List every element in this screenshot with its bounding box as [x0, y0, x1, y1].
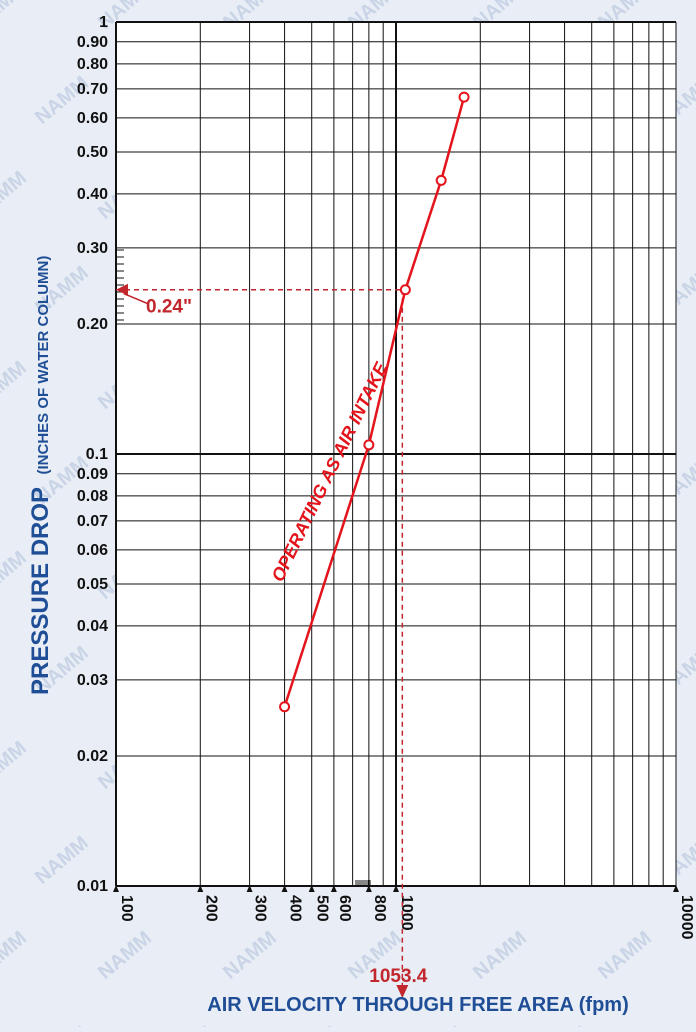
y-tick-label: 0.03: [77, 672, 108, 689]
x-tick-label: 300: [252, 895, 269, 922]
y-tick-label: 0.06: [77, 542, 108, 559]
x-axis-label: AIR VELOCITY THROUGH FREE AREA (fpm): [207, 994, 628, 1016]
y-reference-value: 0.24": [146, 297, 192, 318]
x-tick-marker: [246, 885, 253, 892]
y-tick-label: 0.07: [77, 513, 108, 530]
y-axis-label: PRESSURE DROP (INCHES OF WATER COLUMN): [27, 256, 54, 695]
y-tick-label: 0.01: [77, 878, 108, 895]
x-tick-marker: [281, 885, 288, 892]
y-axis-label-main: PRESSURE DROP: [27, 487, 54, 695]
x-tick-marker: [197, 885, 204, 892]
x-tick-marker: [393, 885, 399, 892]
y-axis-label-sub: (INCHES OF WATER COLUMN): [35, 256, 52, 475]
x-tick-marker: [113, 885, 119, 892]
x-tick-marker: [308, 885, 315, 892]
y-tick-label: 0.90: [77, 34, 108, 51]
y-tick-label: 0.20: [77, 316, 108, 333]
x-tick-label: 800: [371, 895, 388, 922]
y-reference-arrow: [116, 283, 128, 296]
series-point: [363, 439, 375, 451]
y-tick-label: 1: [99, 14, 108, 31]
y-tick-label: 0.70: [77, 81, 108, 98]
grid-layer: [115, 21, 677, 887]
x-tick-marker: [330, 885, 337, 892]
label-layer: PRESSURE DROP (INCHES OF WATER COLUMN) A…: [27, 256, 629, 1016]
series-point: [279, 701, 291, 713]
y-tick-label: 0.40: [77, 186, 108, 203]
x-tick-label: 100: [118, 895, 135, 922]
x-tick-label: 400: [287, 895, 304, 922]
series-point: [399, 284, 411, 296]
series-point: [435, 174, 447, 186]
y-reference-leader: [123, 293, 149, 305]
x-tick-label: 600: [336, 895, 353, 922]
x-tick-label: 1000: [398, 895, 415, 931]
y-tick-label: 0.02: [77, 748, 108, 765]
x-tick-label: 200: [202, 895, 219, 922]
x-reference-value: 1053.4: [369, 966, 428, 987]
y-tick-label: 0.60: [77, 110, 108, 127]
y-tick-label: 0.09: [77, 466, 108, 483]
y-tick-label: 0.50: [77, 144, 108, 161]
x-tick-label: 500: [314, 895, 331, 922]
y-tick-label: 0.1: [86, 446, 108, 463]
x-tick-marker: [673, 885, 679, 892]
x-tick-marker: [365, 885, 372, 892]
series-point: [458, 91, 470, 103]
y-tick-label: 0.08: [77, 488, 108, 505]
y-tick-label: 0.04: [77, 618, 108, 635]
tick-layer: 1 0.90 0.80 0.70 0.60 0.50 0.40 0.30 0.20 0.1 0.09…: [77, 14, 695, 940]
x-tick-label: 10000: [678, 895, 695, 940]
y-tick-label: 0.30: [77, 240, 108, 257]
y-tick-label: 0.05: [77, 576, 108, 593]
annotation-layer: 0.24" 1053.4: [116, 283, 428, 998]
x-reference-arrow: [396, 985, 409, 998]
y-tick-label: 0.80: [77, 56, 108, 73]
